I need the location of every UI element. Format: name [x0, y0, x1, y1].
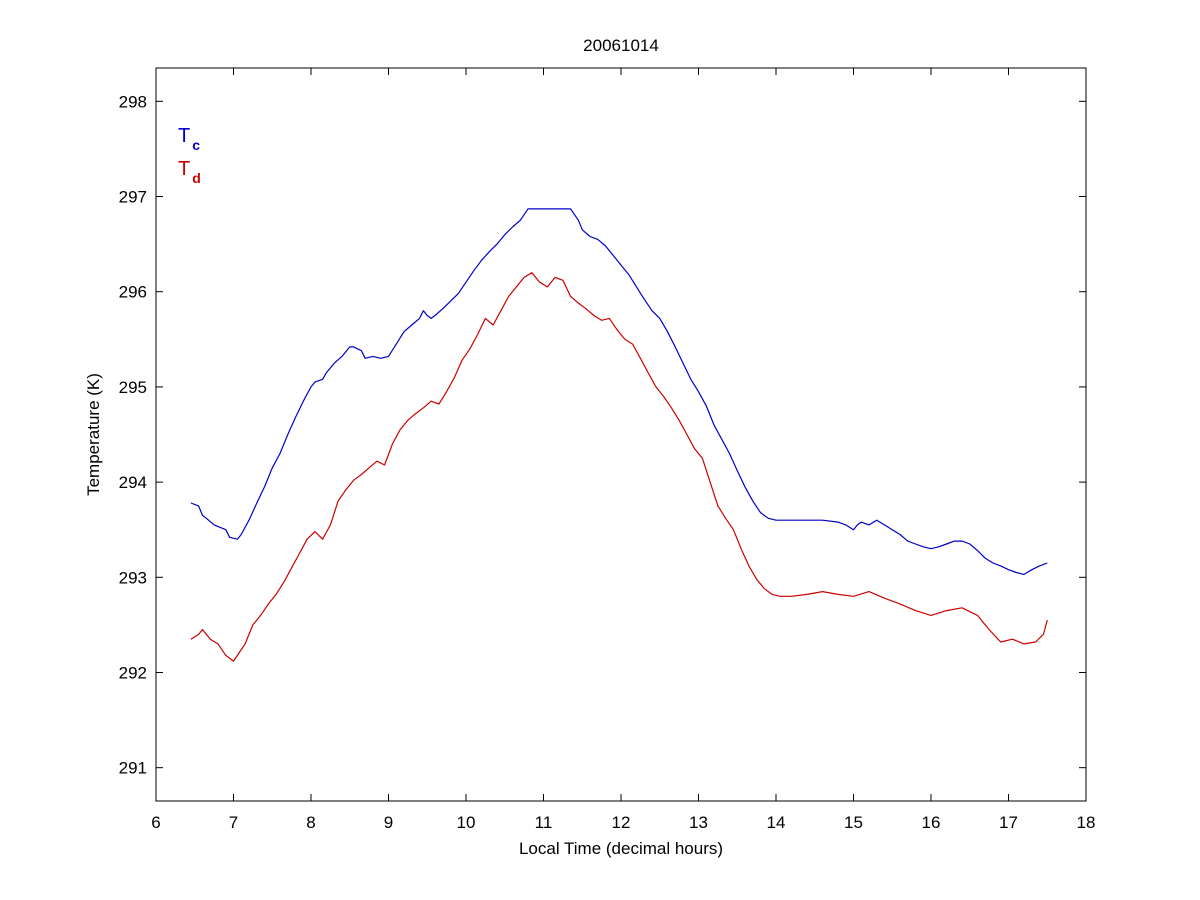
x-tick-label: 16	[922, 813, 941, 832]
x-tick-label: 10	[457, 813, 476, 832]
plot-area	[155, 67, 1087, 802]
x-tick-label: 15	[844, 813, 863, 832]
x-tick-label: 8	[306, 813, 315, 832]
y-axis-label: Temperature (K)	[84, 373, 103, 496]
y-tick-label: 294	[119, 473, 147, 492]
y-tick-label: 298	[119, 92, 147, 111]
chart-title: 20061014	[583, 36, 659, 55]
y-tick-label: 292	[119, 663, 147, 682]
x-tick-label: 17	[999, 813, 1018, 832]
x-tick-label: 6	[151, 813, 160, 832]
x-tick-label: 13	[689, 813, 708, 832]
x-axis-label: Local Time (decimal hours)	[519, 839, 723, 858]
axis-ticks: 6 7 8 9 10 11 12 13 14 15 16 17 18 291 292 293 294 295 296…	[119, 68, 1096, 832]
y-tick-label: 297	[119, 188, 147, 207]
legend-symbol: T	[178, 158, 190, 180]
series-line-t-c	[190, 208, 1048, 576]
legend-subscript: c	[192, 137, 200, 153]
x-tick-label: 9	[384, 813, 393, 832]
x-tick-label: 11	[535, 813, 553, 832]
x-tick-label: 12	[612, 813, 631, 832]
y-tick-label: 296	[119, 283, 147, 302]
x-tick-label: 14	[767, 813, 786, 832]
y-tick-label: 293	[119, 568, 147, 587]
y-tick-label: 291	[119, 759, 147, 778]
series-line-t-d	[190, 272, 1048, 662]
series-layer	[190, 208, 1048, 662]
legend-subscript: d	[192, 170, 201, 186]
legend-symbol: T	[178, 125, 190, 147]
x-tick-label: 7	[229, 813, 238, 832]
x-tick-label: 18	[1077, 813, 1096, 832]
y-tick-label: 295	[119, 378, 147, 397]
